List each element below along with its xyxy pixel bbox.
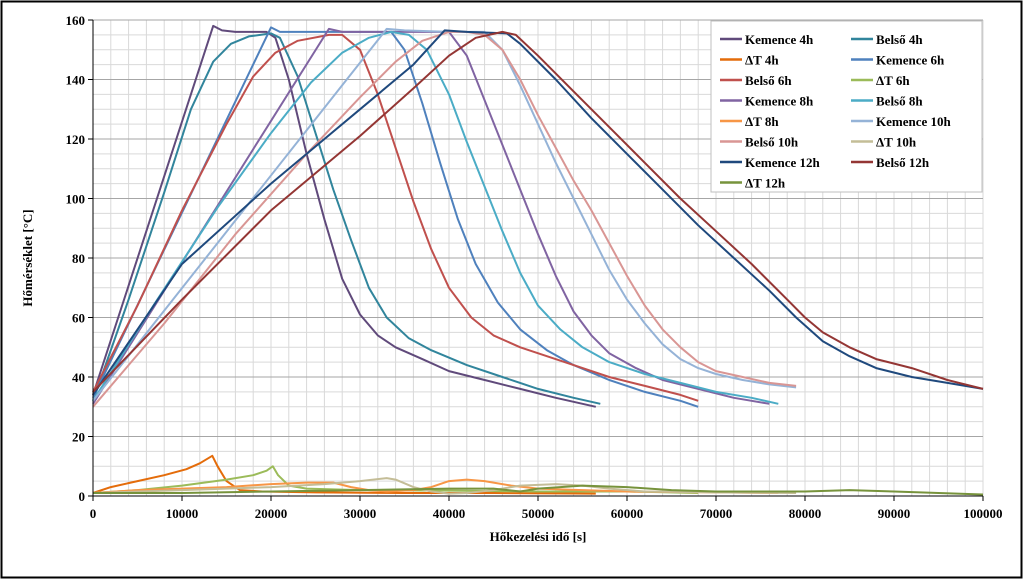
legend-label: Belső 4h — [876, 32, 923, 47]
legend-label: Kemence 12h — [745, 155, 821, 170]
x-tick-label: 90000 — [878, 506, 911, 521]
y-tick-label: 120 — [66, 132, 86, 147]
legend-label: Belső 10h — [745, 135, 799, 150]
y-tick-label: 60 — [72, 311, 85, 326]
x-tick-label: 50000 — [522, 506, 555, 521]
series-line-4 — [92, 33, 699, 402]
legend-entry: ΔT 4h — [720, 53, 779, 68]
y-tick-label: 100 — [66, 192, 86, 207]
axes: 0 10000 20000 30000 40000 50000 60000 70000 8000… — [66, 13, 1003, 521]
y-tick-label: 140 — [66, 73, 86, 88]
x-tick-label: 20000 — [255, 506, 288, 521]
series-line-10 — [92, 30, 797, 408]
legend-entry: Kemence 4h — [720, 32, 814, 47]
legend-label: Belső 12h — [876, 155, 930, 170]
legend-entry: Belső 12h — [851, 155, 930, 170]
x-tick-label: 10000 — [166, 506, 199, 521]
legend-entry: ΔT 10h — [851, 135, 917, 150]
x-tick-label: 60000 — [611, 506, 644, 521]
legend-label: Belső 8h — [876, 94, 923, 109]
legend-label: Belső 6h — [745, 73, 792, 88]
legend-entry: Belső 8h — [851, 94, 923, 109]
legend-label: ΔT 10h — [876, 135, 917, 150]
legend-label: ΔT 8h — [745, 114, 779, 129]
x-axis-title: Hőkezelési idő [s] — [490, 529, 587, 544]
legend-entry: Kemence 8h — [720, 94, 814, 109]
legend-entry: ΔT 8h — [720, 114, 779, 129]
y-tick-label: 20 — [72, 430, 85, 445]
legend-entry: Kemence 6h — [851, 53, 945, 68]
x-tick-label: 0 — [90, 506, 97, 521]
x-tick-label: 80000 — [789, 506, 822, 521]
legend-entry: ΔT 6h — [851, 73, 910, 88]
x-tick-label: 40000 — [433, 506, 466, 521]
x-tick-label: 30000 — [344, 506, 377, 521]
series-line-0 — [92, 24, 597, 408]
legend-label: Kemence 10h — [876, 114, 952, 129]
series-line-2 — [92, 454, 596, 495]
legend-entry: Kemence 12h — [720, 155, 821, 170]
legend-entry: Kemence 10h — [851, 114, 952, 129]
series-layer — [92, 24, 984, 496]
series-line-13 — [92, 30, 984, 393]
legend-entry: Belső 10h — [720, 135, 799, 150]
y-tick-label: 80 — [72, 251, 85, 266]
series-line-1 — [92, 32, 601, 405]
legend-label: ΔT 4h — [745, 53, 779, 68]
y-tick-label: 0 — [79, 489, 86, 504]
y-tick-label: 40 — [72, 370, 85, 385]
series-line-7 — [92, 30, 779, 405]
x-tick-label: 100000 — [964, 506, 1003, 521]
series-line-14 — [93, 484, 984, 496]
y-axis-title: Hőmérséklet [°C] — [20, 209, 35, 306]
legend-label: Kemence 6h — [876, 53, 945, 68]
legend-entry: ΔT 12h — [720, 176, 786, 191]
legend-label: Kemence 4h — [745, 32, 814, 47]
legend: Kemence 4h Belső 4h ΔT 4h Kemence 6h Belső 6… — [710, 20, 983, 193]
legend-label: ΔT 12h — [745, 176, 786, 191]
grid-lines — [92, 19, 984, 497]
series-line-12 — [92, 29, 984, 396]
legend-entry: Belső 6h — [720, 73, 792, 88]
legend-entry: Belső 4h — [851, 32, 923, 47]
legend-label: Kemence 8h — [745, 94, 814, 109]
y-tick-label: 160 — [66, 13, 86, 28]
x-tick-label: 70000 — [700, 506, 733, 521]
series-line-6 — [92, 27, 770, 405]
series-line-11 — [92, 477, 797, 495]
legend-label: ΔT 6h — [876, 73, 910, 88]
